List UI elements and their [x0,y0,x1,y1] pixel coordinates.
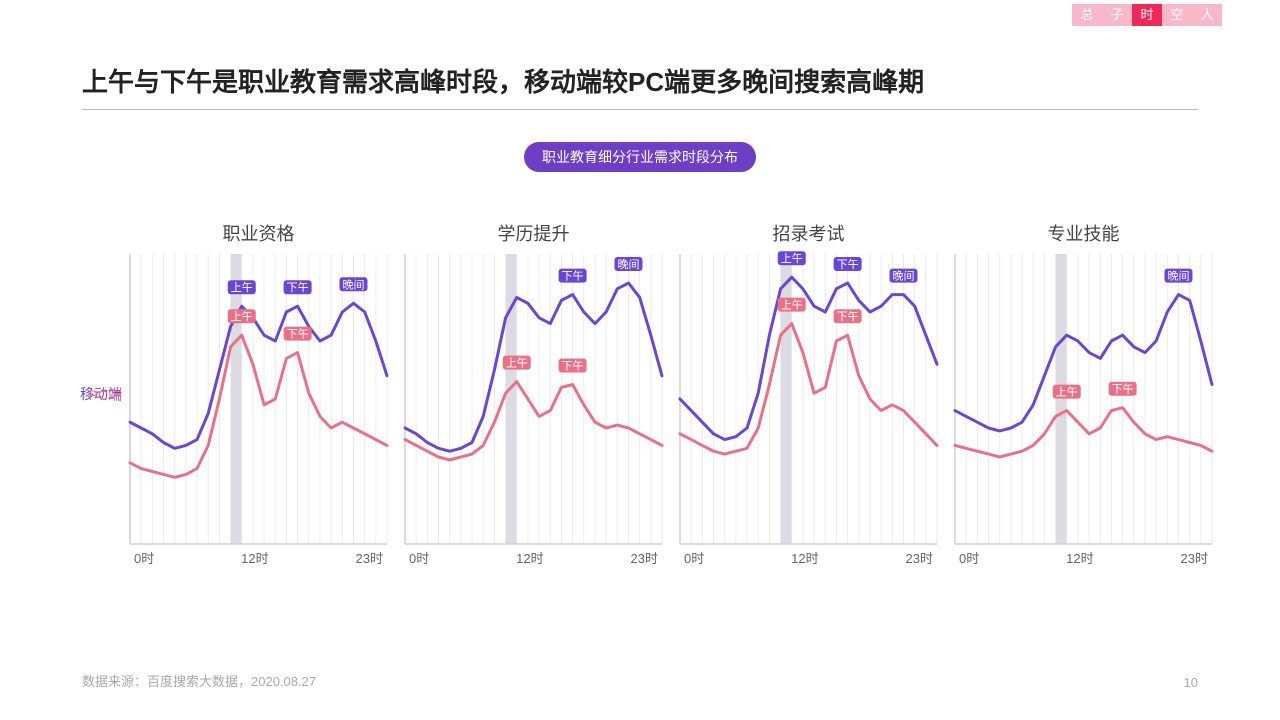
svg-text:晚间: 晚间 [342,278,364,291]
pc-line [955,408,1212,457]
chart-title: 职业资格 [130,220,387,246]
chart-plot: 上午下午晚间上午下午 [680,254,937,544]
nav-tab-时[interactable]: 时 [1132,4,1162,26]
svg-text:上午: 上午 [781,252,803,265]
nav-tab-人[interactable]: 人 [1192,4,1222,26]
chart-plot: 上午下午晚间上午下午移动端PC端 [130,254,387,544]
x-axis-labels: 0时12时23时 [955,544,1212,567]
svg-text:晚间: 晚间 [617,258,639,271]
svg-text:上午: 上午 [1056,386,1078,399]
mobile-line [955,295,1212,431]
svg-text:上午: 上午 [231,310,253,323]
nav-tab-总[interactable]: 总 [1072,4,1102,26]
footer-page: 10 [1184,675,1198,690]
svg-text:下午: 下午 [837,258,859,271]
svg-text:下午: 下午 [287,281,309,294]
svg-text:下午: 下午 [1112,383,1134,396]
chart-0: 职业资格上午下午晚间上午下午移动端PC端0时12时23时 [130,220,387,567]
chart-title: 招录考试 [680,220,937,246]
nav-tab-子[interactable]: 子 [1102,4,1132,26]
nav-tab-空[interactable]: 空 [1162,4,1192,26]
chart-title: 学历提升 [405,220,662,246]
charts-row: 职业资格上午下午晚间上午下午移动端PC端0时12时23时学历提升下午晚间上午下午… [130,220,1220,567]
svg-text:上午: 上午 [506,357,528,370]
svg-text:晚间: 晚间 [1167,270,1189,283]
chart-2: 招录考试上午下午晚间上午下午0时12时23时 [680,220,937,567]
svg-text:上午: 上午 [781,299,803,312]
slide: 总子时空人 上午与下午是职业教育需求高峰时段，移动端较PC端更多晚间搜索高峰期 … [0,0,1280,720]
chart-1: 学历提升下午 晚间上午 下午 0时12时23时 [405,220,662,567]
x-axis-labels: 0时12时23时 [680,544,937,567]
chart-plot: 晚间上午 下午 [955,254,1212,544]
top-nav: 总子时空人 [1072,4,1222,26]
pc-line [680,324,937,455]
chart-title: 专业技能 [955,220,1212,246]
x-axis-labels: 0时12时23时 [130,544,387,567]
svg-text:下午: 下午 [287,328,309,341]
svg-text:晚间: 晚间 [892,270,914,283]
footer-source: 数据来源：百度搜索大数据，2020.08.27 [82,671,316,690]
svg-text:下午: 下午 [837,310,859,323]
chart-3: 专业技能晚间上午 下午 0时12时23时 [955,220,1212,567]
svg-text:上午: 上午 [231,281,253,294]
svg-text:下午: 下午 [562,360,584,373]
subtitle-pill: 职业教育细分行业需求时段分布 [524,142,756,172]
pc-line [130,335,387,477]
chart-plot: 下午 晚间上午 下午 [405,254,662,544]
svg-text:下午: 下午 [562,270,584,283]
mobile-line [680,277,937,439]
x-axis-labels: 0时12时23时 [405,544,662,567]
page-title: 上午与下午是职业教育需求高峰时段，移动端较PC端更多晚间搜索高峰期 [82,62,1198,110]
legend-pc: PC端 [89,385,122,405]
